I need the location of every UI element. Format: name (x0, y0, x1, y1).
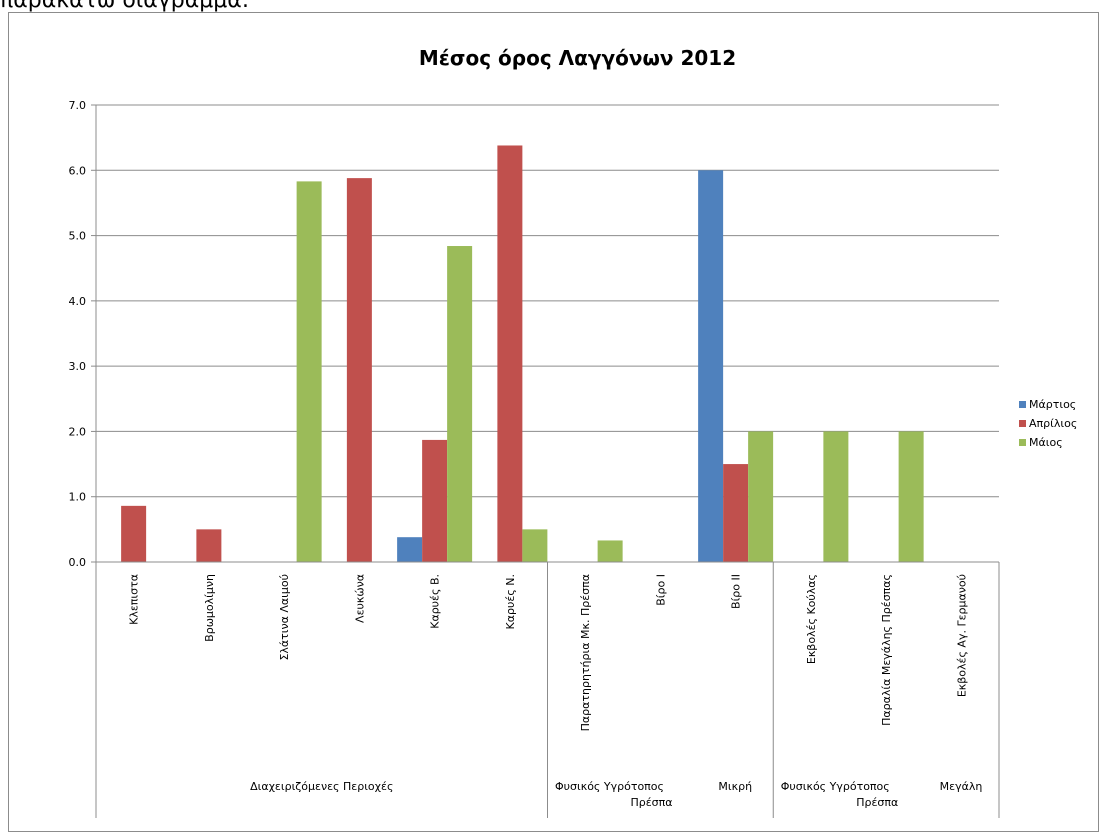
chart-title: Μέσος όρος Λαγγόνων 2012 (419, 46, 736, 70)
group-label: Πρέσπα (856, 796, 898, 809)
bar-march (397, 537, 423, 562)
group-side-label: Μικρή (718, 780, 752, 793)
y-tick-label: 4.0 (69, 295, 87, 308)
category-label: Εκβολές Αγ. Γερμανού (955, 574, 968, 697)
bar-april (422, 439, 448, 562)
category-label: Παρατηρητήρια Μκ. Πρέσπα (579, 574, 592, 731)
y-tick-label: 7.0 (69, 99, 87, 112)
category-label: Παραλία Μεγάλης Πρέσπας (880, 574, 893, 726)
bar-chart: Μέσος όρος Λαγγόνων 2012 0.0 1.0 2.0 3.0 4.0 5… (69, 46, 1077, 818)
bar-april (196, 529, 222, 562)
y-tick-label: 5.0 (69, 230, 87, 243)
group-label: Φυσικός Υγρότοπος (781, 780, 890, 793)
category-label: Βίρο ΙΙ (730, 574, 743, 609)
group-label: Φυσικός Υγρότοπος (555, 780, 664, 793)
group-side-label: Μεγάλη (940, 780, 983, 793)
legend-label: Απρίλιος (1029, 417, 1077, 430)
y-tick-label: 0.0 (69, 556, 87, 569)
intro-text: παρακάτω διάγραμμα: (0, 0, 250, 13)
category-label: Κλεπιστα (128, 574, 141, 625)
legend-swatch (1019, 420, 1026, 427)
chart-area: Μέσος όρος Λαγγόνων 2012 0.0 1.0 2.0 3.0 4.0 5… (8, 12, 1099, 832)
bar-april (121, 505, 147, 562)
legend-swatch (1019, 401, 1026, 408)
y-tick-label: 1.0 (69, 491, 87, 504)
category-label: Βίρο Ι (654, 574, 667, 606)
bar-may (898, 431, 924, 562)
bar-may (597, 540, 623, 562)
bar-may (823, 431, 849, 562)
group-label: Διαχειριζόμενες Περιοχές (250, 780, 393, 793)
category-label: Βρωμολίμνη (203, 574, 216, 642)
group-label: Πρέσπα (630, 796, 672, 809)
category-label: Λευκώνα (353, 574, 366, 623)
category-label: Εκβολές Κούλας (805, 574, 818, 664)
y-tick-label: 6.0 (69, 164, 87, 177)
bar-may (296, 181, 322, 563)
bar-may (748, 431, 774, 562)
bar-april (346, 178, 372, 562)
legend-swatch (1019, 439, 1026, 446)
category-label: Καρυές Ν. (504, 574, 517, 629)
bar-may (522, 529, 548, 562)
bar-april (497, 145, 523, 562)
y-tick-label: 2.0 (69, 425, 87, 438)
category-label: Καρυές Β. (429, 574, 442, 629)
legend-label: Μάιος (1029, 436, 1063, 449)
y-tick-label: 3.0 (69, 360, 87, 373)
bar-march (698, 170, 724, 563)
category-label: Σλάτινα Λαιμού (278, 574, 291, 661)
legend-label: Μάρτιος (1029, 398, 1076, 411)
bar-may (447, 246, 473, 562)
bar-april (723, 464, 749, 562)
